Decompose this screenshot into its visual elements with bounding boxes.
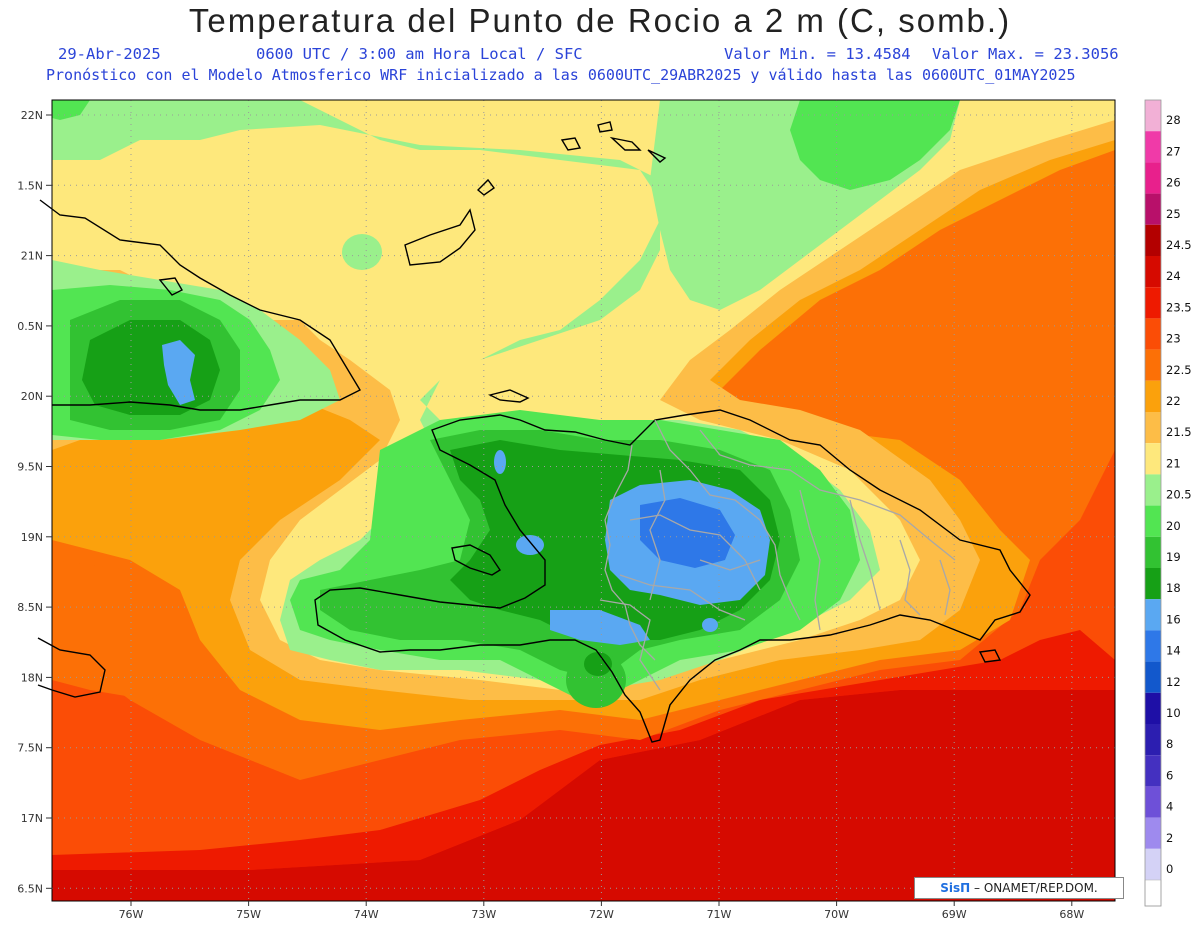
legend-swatch: [1145, 224, 1161, 256]
legend-label: 12: [1166, 675, 1181, 689]
legend-swatch: [1145, 505, 1161, 537]
lat-label: 21N: [21, 250, 43, 263]
lon-label: 76W: [119, 908, 144, 921]
lat-label: 6.5N: [17, 882, 43, 895]
lon-label: 70W: [824, 908, 849, 921]
legend-swatch: [1145, 162, 1161, 194]
legend-swatch: [1145, 318, 1161, 350]
legend-label: 25: [1166, 207, 1181, 221]
date-label: 29-Abr-2025: [58, 45, 161, 63]
legend-swatch: [1145, 817, 1161, 849]
legend-label: 22: [1166, 394, 1181, 408]
time-label: 0600 UTC / 3:00 am Hora Local / SFC: [256, 45, 583, 63]
lon-label: 74W: [354, 908, 379, 921]
sispi-logo: SisΠ: [940, 881, 971, 895]
lon-label: 72W: [589, 908, 614, 921]
legend-label: 21: [1166, 456, 1181, 470]
lat-label: 22N: [21, 109, 43, 122]
legend-swatch: [1145, 630, 1161, 662]
lat-label: 20N: [21, 390, 43, 403]
legend-swatch: [1145, 256, 1161, 288]
legend-swatch: [1145, 349, 1161, 381]
legend-label: 20.5: [1166, 488, 1192, 502]
province-boundaries: [599, 419, 956, 691]
lat-label: 7.5N: [17, 742, 43, 755]
lat-label: 8.5N: [17, 601, 43, 614]
lat-label: 19N: [21, 531, 43, 544]
lat-label: 17N: [21, 812, 43, 825]
lon-label: 69W: [942, 908, 967, 921]
dewpoint-shading: [52, 100, 1115, 901]
lat-label: 9.5N: [17, 461, 43, 474]
lat-label: 1.5N: [17, 179, 43, 192]
lat-label: 0.5N: [17, 320, 43, 333]
lon-label: 75W: [236, 908, 261, 921]
max-value-label: Valor Max. = 23.3056: [932, 45, 1119, 63]
legend-label: 22.5: [1166, 363, 1192, 377]
legend-label: 24.5: [1166, 238, 1192, 252]
legend-swatch: [1145, 474, 1161, 506]
legend-swatch: [1145, 100, 1161, 132]
legend-swatch: [1145, 848, 1161, 880]
legend-label: 20: [1166, 519, 1181, 533]
map-frame: [51, 99, 1116, 902]
model-info: Pronóstico con el Modelo Atmosferico WRF…: [46, 66, 1076, 84]
lat-label: 18N: [21, 671, 43, 684]
legend-swatch: [1145, 287, 1161, 319]
lon-label: 73W: [471, 908, 496, 921]
lon-label: 68W: [1059, 908, 1084, 921]
latitude-labels: 22N 1.5N 21N 0.5N 20N 9.5N 19N 8.5N 18N 7.5N 17N 6.…: [17, 109, 52, 895]
legend-label: 10: [1166, 706, 1181, 720]
min-value-label: Valor Min. = 13.4584: [724, 45, 911, 63]
legend-swatch: [1145, 536, 1161, 568]
legend-label: 27: [1166, 144, 1181, 158]
legend-swatch: [1145, 786, 1161, 818]
legend-swatch: [1145, 380, 1161, 412]
map-title: Temperatura del Punto de Rocio a 2 m (C,…: [188, 2, 1012, 39]
legend-swatch: [1145, 131, 1161, 163]
legend-label: 19: [1166, 550, 1181, 564]
legend-label: 16: [1166, 612, 1181, 626]
legend-label: 24: [1166, 269, 1181, 283]
legend-label: 23.5: [1166, 300, 1192, 314]
legend-swatch: [1145, 755, 1161, 787]
legend-swatch-bottom: [1144, 879, 1162, 907]
coastlines: [37, 121, 1031, 743]
color-legend: 2827262524.52423.52322.52221.52120.52019…: [1144, 99, 1192, 907]
legend-swatch: [1145, 412, 1161, 444]
legend-label: 18: [1166, 581, 1181, 595]
legend-swatch: [1145, 443, 1161, 475]
lon-label: 71W: [707, 908, 732, 921]
legend-label: 26: [1166, 176, 1181, 190]
legend-label: 2: [1166, 831, 1173, 845]
legend-label: 21.5: [1166, 425, 1192, 439]
legend-swatch: [1145, 193, 1161, 225]
longitude-labels: 76W 75W 74W 73W 72W 71W 70W 69W 68W: [119, 901, 1084, 921]
credit-text: – ONAMET/REP.DOM.: [974, 881, 1098, 895]
legend-label: 4: [1166, 800, 1173, 814]
legend-swatch: [1145, 724, 1161, 756]
legend-label: 28: [1166, 113, 1181, 127]
legend-label: 14: [1166, 644, 1181, 658]
legend-swatch: [1145, 661, 1161, 693]
legend-label: 0: [1166, 862, 1173, 876]
legend-label: 8: [1166, 737, 1173, 751]
legend-swatch: [1145, 568, 1161, 600]
legend-swatch: [1145, 692, 1161, 724]
legend-label: 6: [1166, 768, 1173, 782]
credit-box: SisΠ – ONAMET/REP.DOM.: [914, 877, 1124, 899]
legend-swatch: [1145, 599, 1161, 631]
legend-border: [1144, 99, 1162, 907]
legend-label: 23: [1166, 332, 1181, 346]
